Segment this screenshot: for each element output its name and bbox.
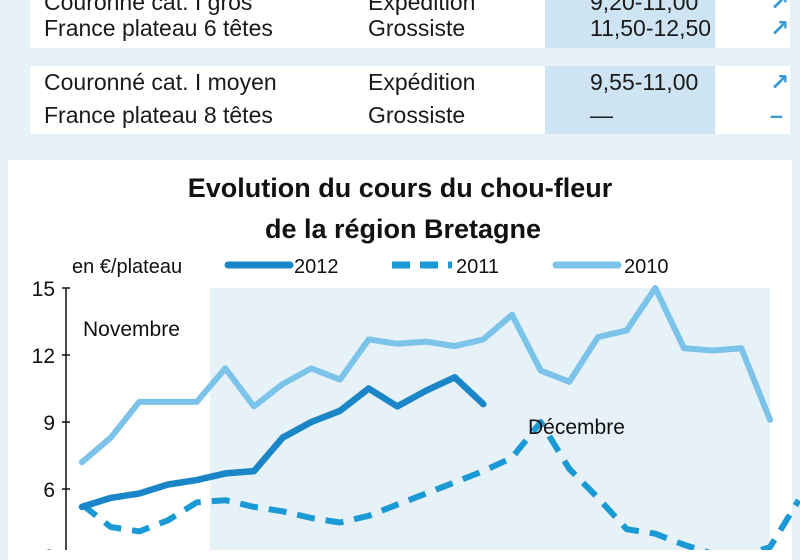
trend-up-icon: ↗ [770,0,790,15]
price-range: 9,55-11,00 [590,69,699,95]
y-tick-label: 6 [43,479,55,502]
table-name-bg [30,66,317,134]
price-range: 9,20-11,00 [590,0,699,15]
chart-title: Evolution du cours du chou-fleur [188,173,613,203]
market-type: Expédition [368,0,476,15]
product-name: Couronné cat. I gros [44,0,253,15]
table-trend-bg [715,0,790,48]
legend-label-2012: 2012 [294,256,339,278]
series-line-2010 [79,285,773,466]
trend-flat-icon: – [770,102,783,128]
legend-label-2011: 2011 [456,256,499,278]
table-price-bg [545,66,715,134]
series-line-2011 [80,419,800,550]
table-name-bg [30,0,317,48]
legend: 2012 2011 2010 [224,256,669,278]
table-trend-bg [715,66,790,134]
trend-up-icon: ↗ [770,69,790,95]
series-lines [78,285,800,550]
y-tick-label: 9 [43,412,55,435]
market-type: Grossiste [368,102,466,128]
y-tick-label: 15 [32,278,55,301]
y-axis: 15 12 9 6 3 [32,278,70,550]
product-name: France plateau 8 têtes [44,102,273,128]
market-type: Expédition [368,69,476,95]
y-axis-label: en €/plateau [72,256,182,278]
product-name: France plateau 6 têtes [44,15,273,41]
price-range: — [590,102,613,128]
price-range: 11,50-12,50 [590,15,712,41]
legend-label-2010: 2010 [624,256,669,278]
chart-subtitle: de la région Bretagne [265,214,541,244]
table-type-bg [317,0,545,48]
y-tick-label: 3 [43,546,55,550]
market-type: Grossiste [368,15,466,41]
y-tick-label: 12 [32,345,55,368]
product-name: Couronné cat. I moyen [44,69,277,95]
annotation-decembre: Décembre [528,416,625,439]
table-row: Couronné cat. I gros Expédition 9,20-11,… [30,0,790,16]
table-row: Couronné cat. I moyen Expédition 9,55-11… [30,68,790,96]
annotation-novembre: Novembre [83,318,180,341]
table-row: France plateau 6 têtes Grossiste 11,50-1… [30,14,790,42]
plot-shade [210,288,770,550]
table-type-bg [317,66,545,134]
series-line-2012 [78,374,487,511]
table-row: France plateau 8 têtes Grossiste — – [30,101,790,129]
trend-up-icon: ↗ [770,15,790,41]
table-price-bg [545,0,715,48]
